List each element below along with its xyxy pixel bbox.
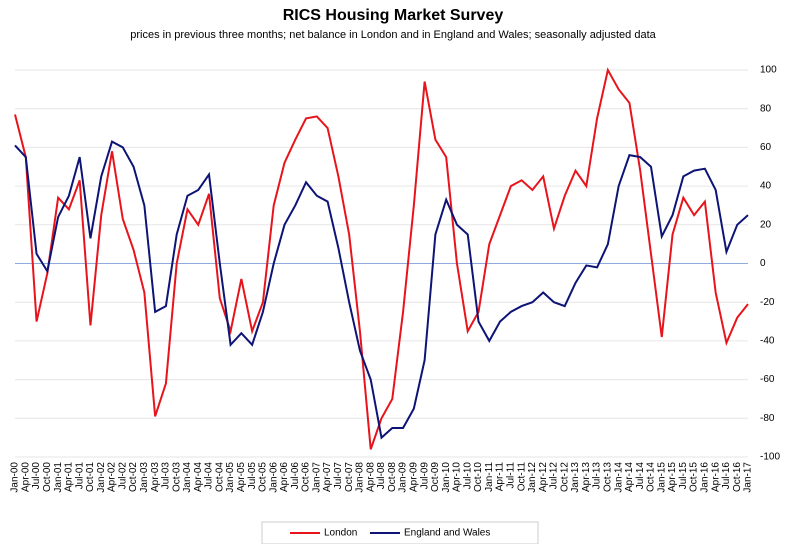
x-tick-label: Jul-15 bbox=[678, 462, 689, 490]
x-tick-label: Oct-07 bbox=[344, 462, 355, 492]
x-tick-label: Jul-05 bbox=[247, 462, 258, 490]
y-tick-label: 20 bbox=[760, 219, 772, 230]
x-tick-label: Jul-00 bbox=[31, 462, 42, 490]
x-tick-label: Jul-12 bbox=[549, 462, 560, 490]
x-tick-label: Oct-05 bbox=[258, 462, 269, 492]
x-tick-label: Jan-03 bbox=[139, 462, 150, 493]
x-tick-label: Jul-02 bbox=[117, 462, 128, 490]
x-tick-label: Jan-15 bbox=[656, 462, 667, 493]
x-tick-label: Apr-07 bbox=[322, 462, 333, 492]
x-tick-label: Jan-07 bbox=[311, 462, 322, 493]
y-tick-label: 40 bbox=[760, 181, 772, 192]
x-tick-label: Jul-14 bbox=[635, 462, 646, 490]
x-tick-label: Jan-13 bbox=[570, 462, 581, 493]
x-tick-label: Jul-03 bbox=[161, 462, 172, 490]
x-tick-label: Apr-05 bbox=[236, 462, 247, 492]
x-tick-label: Jul-08 bbox=[376, 462, 387, 490]
y-tick-label: -100 bbox=[760, 452, 780, 463]
x-tick-label: Oct-13 bbox=[603, 462, 614, 492]
x-tick-label: Jan-11 bbox=[484, 462, 495, 492]
x-tick-label: Jan-06 bbox=[268, 462, 279, 493]
x-tick-label: Apr-01 bbox=[64, 462, 75, 492]
x-tick-label: Oct-10 bbox=[473, 462, 484, 492]
x-tick-label: Apr-02 bbox=[107, 462, 118, 492]
x-tick-label: Apr-06 bbox=[279, 462, 290, 492]
x-tick-label: Apr-08 bbox=[365, 462, 376, 492]
chart-subtitle: prices in previous three months; net bal… bbox=[130, 29, 656, 41]
x-tick-label: Oct-16 bbox=[732, 462, 743, 492]
x-tick-label: Jan-09 bbox=[398, 462, 409, 493]
x-tick-label: Jul-10 bbox=[462, 462, 473, 490]
x-tick-label: Apr-16 bbox=[710, 462, 721, 492]
x-tick-label: Jan-02 bbox=[96, 462, 107, 493]
x-tick-label: Apr-12 bbox=[538, 462, 549, 492]
series-line bbox=[14, 67, 749, 450]
x-tick-label: Apr-15 bbox=[667, 462, 678, 492]
x-tick-label: Oct-02 bbox=[128, 462, 139, 492]
x-tick-label: Jan-14 bbox=[613, 462, 624, 493]
x-tick-label: Apr-00 bbox=[20, 462, 31, 492]
y-tick-label: 60 bbox=[760, 142, 772, 153]
y-tick-label: -80 bbox=[760, 413, 775, 424]
x-tick-label: Apr-10 bbox=[452, 462, 463, 492]
x-tick-label: Jan-10 bbox=[441, 462, 452, 493]
x-tick-label: Jan-01 bbox=[53, 462, 64, 493]
x-tick-label: Apr-04 bbox=[193, 462, 204, 492]
x-tick-label: Jul-16 bbox=[721, 462, 732, 490]
x-tick-label: Jan-04 bbox=[182, 462, 193, 493]
series-line bbox=[14, 140, 749, 440]
x-tick-label: Oct-04 bbox=[214, 462, 225, 492]
x-tick-label: Jan-08 bbox=[355, 462, 366, 493]
y-tick-label: 80 bbox=[760, 103, 772, 114]
legend-label: London bbox=[324, 528, 357, 539]
x-tick-label: Oct-09 bbox=[430, 462, 441, 492]
x-tick-label: Jan-05 bbox=[225, 462, 236, 493]
x-tick-label: Jan-17 bbox=[743, 462, 754, 493]
chart-title: RICS Housing Market Survey bbox=[283, 7, 504, 24]
x-tick-label: Apr-11 bbox=[495, 462, 506, 492]
legend-label: England and Wales bbox=[404, 528, 490, 539]
legend-box bbox=[261, 521, 539, 544]
x-tick-label: Jul-01 bbox=[74, 462, 85, 490]
x-tick-label: Jul-11 bbox=[505, 462, 516, 489]
x-tick-label: Apr-13 bbox=[581, 462, 592, 492]
x-tick-label: Oct-03 bbox=[171, 462, 182, 492]
x-tick-label: Jan-16 bbox=[700, 462, 711, 493]
y-tick-label: -60 bbox=[760, 374, 775, 385]
x-tick-label: Apr-14 bbox=[624, 462, 635, 492]
y-tick-label: 100 bbox=[760, 65, 777, 76]
x-tick-label: Oct-12 bbox=[559, 462, 570, 492]
x-tick-label: Jul-06 bbox=[290, 462, 301, 490]
x-tick-label: Jul-09 bbox=[419, 462, 430, 490]
x-tick-label: Oct-08 bbox=[387, 462, 398, 492]
x-tick-label: Apr-03 bbox=[150, 462, 161, 492]
x-tick-label: Oct-00 bbox=[42, 462, 53, 492]
x-tick-label: Oct-01 bbox=[85, 462, 96, 492]
x-tick-label: Jul-07 bbox=[333, 462, 344, 490]
x-tick-label: Jul-13 bbox=[592, 462, 603, 490]
y-tick-label: -40 bbox=[760, 336, 775, 347]
x-tick-label: Oct-15 bbox=[689, 462, 700, 492]
x-tick-label: Oct-11 bbox=[516, 462, 527, 492]
x-tick-label: Jan-00 bbox=[10, 462, 21, 493]
y-tick-label: -20 bbox=[760, 297, 775, 308]
x-tick-label: Jul-04 bbox=[204, 462, 215, 490]
x-tick-label: Jan-12 bbox=[527, 462, 538, 493]
x-tick-label: Oct-06 bbox=[301, 462, 312, 492]
y-tick-label: 0 bbox=[760, 258, 766, 269]
x-tick-label: Apr-09 bbox=[408, 462, 419, 492]
x-tick-label: Oct-14 bbox=[646, 462, 657, 492]
